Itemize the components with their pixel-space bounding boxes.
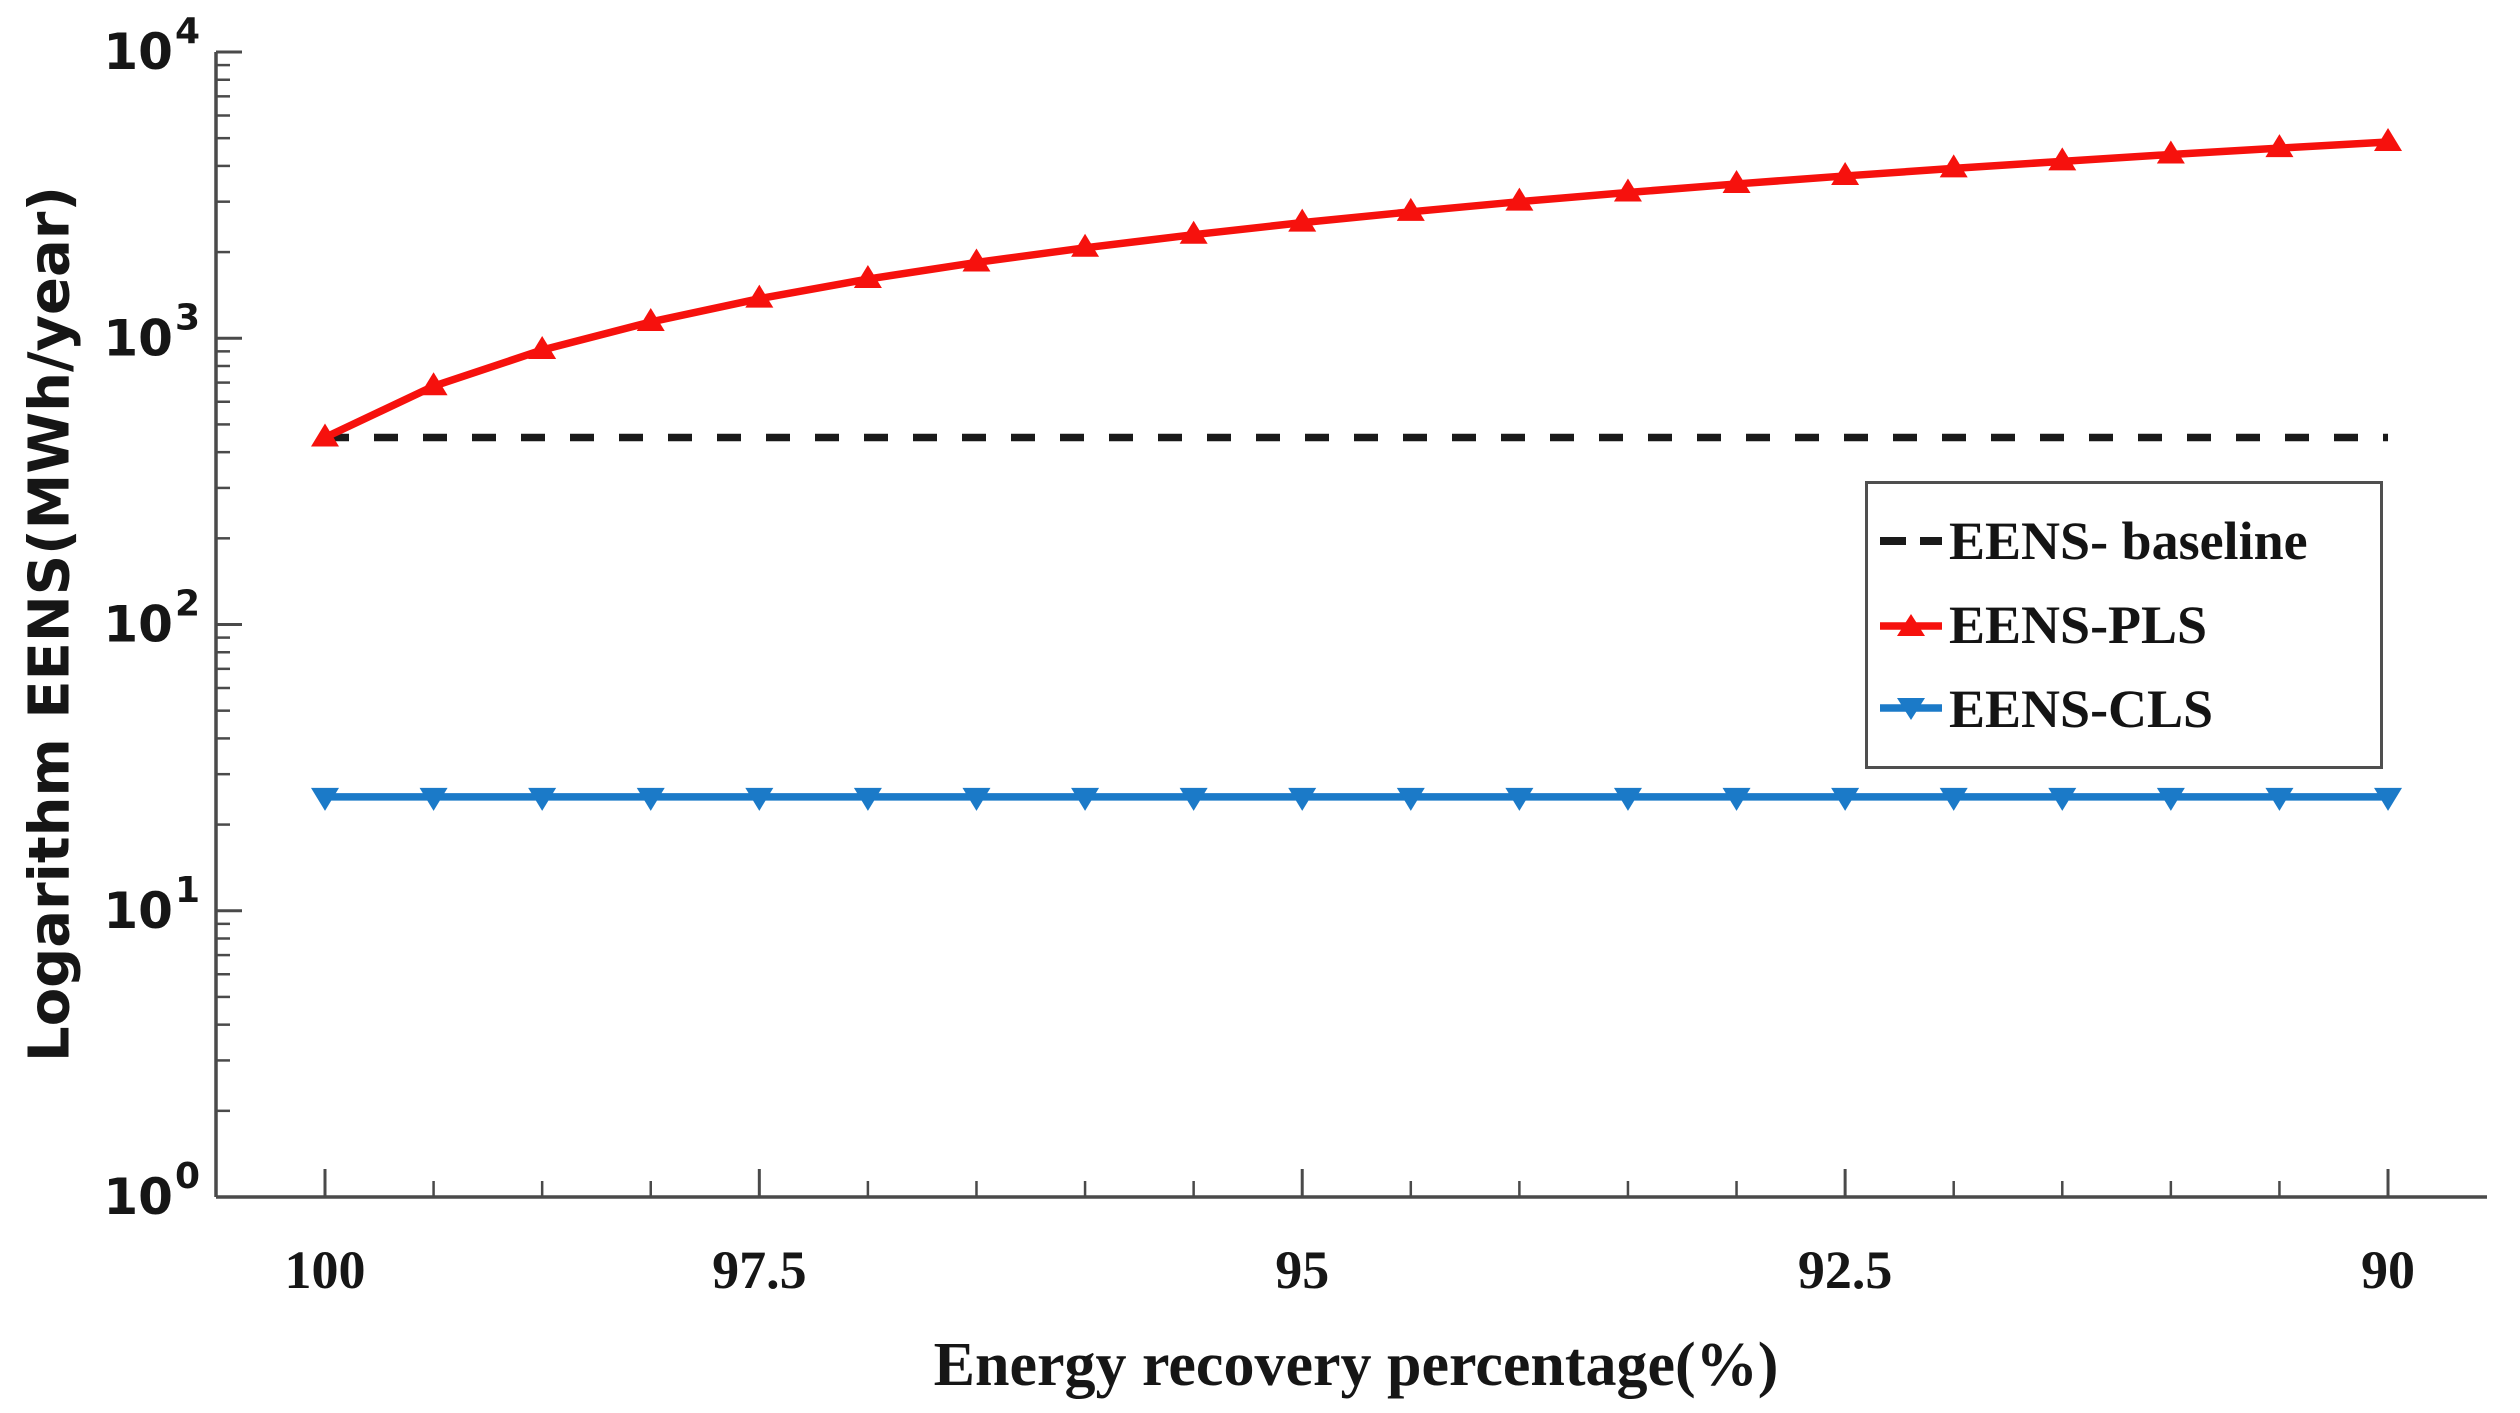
y-tick-label: 104 [103,11,200,81]
triangle-down-line-sample [1880,698,1942,720]
legend: EENS- baseline EENS-PLS EENS-CLS [1865,481,2383,769]
cls-series [311,787,2403,811]
y-tick-label: 103 [103,297,200,367]
legend-label-baseline: EENS- baseline [1949,511,2308,571]
cls-marker [1071,787,1100,811]
cls-marker [745,787,774,811]
cls-marker [853,787,882,811]
pls-marker [1288,208,1317,232]
x-tick-label: 95 [1275,1240,1329,1300]
cls-marker [1831,787,1860,811]
dashed-line-sample [1880,537,1942,545]
pls-marker [1613,178,1642,202]
cls-marker [1939,787,1968,811]
x-tick-label: 100 [285,1240,366,1300]
x-tick-label: 92.5 [1798,1240,1893,1300]
cls-marker [2374,787,2403,811]
triangle-up-line-sample [1880,614,1942,636]
cls-marker [1613,787,1642,811]
pls-marker [2265,134,2294,158]
pls-marker [1722,169,1751,193]
legend-label-pls: EENS-PLS [1949,595,2208,655]
pls-marker [962,248,991,272]
pls-marker [745,284,774,308]
pls-marker [1939,154,1968,178]
pls-marker [2374,127,2403,151]
pls-marker [528,335,557,359]
cls-marker [1288,787,1317,811]
x-tick-label: 97.5 [712,1240,807,1300]
cls-marker [2048,787,2077,811]
legend-item-cls: EENS-CLS [1878,678,2376,740]
cls-marker [528,787,557,811]
legend-item-baseline: EENS- baseline [1878,510,2376,572]
y-tick-label: 100 [103,1156,200,1226]
y-tick-label: 102 [103,584,200,654]
pls-marker [419,372,448,396]
pls-marker [636,307,665,331]
pls-marker [1071,233,1100,257]
pls-marker [853,265,882,289]
y-axis-title: Logarithm EENS(MWh/year) [17,186,83,1062]
pls-marker [1179,220,1208,244]
cls-marker [311,787,339,811]
cls-marker [636,787,665,811]
cls-marker [2265,787,2294,811]
pls-series-line [323,138,2389,441]
x-axis-title: Energy recovery percentage(%) [933,1331,1779,1399]
legend-item-pls: EENS-PLS [1878,594,2376,656]
pls-series [311,127,2403,447]
cls-marker [419,787,448,811]
cls-marker [2156,787,2185,811]
pls-marker [2048,147,2077,171]
y-axis-ticks: 100 101 102 103 104 [103,11,242,1226]
pls-marker [311,423,339,447]
pls-marker [2156,140,2185,164]
cls-marker [1505,787,1534,811]
cls-marker [1179,787,1208,811]
legend-label-cls: EENS-CLS [1949,679,2214,739]
x-tick-label: 90 [2361,1240,2415,1300]
pls-marker [1831,161,1860,185]
cls-marker [962,787,991,811]
x-axis-ticks: 100 97.5 95 92.5 90 [285,1169,2415,1300]
pls-marker [1505,187,1534,211]
y-tick-label: 101 [103,870,200,940]
cls-marker [1396,787,1425,811]
cls-marker [1722,787,1751,811]
pls-marker [1396,197,1425,221]
